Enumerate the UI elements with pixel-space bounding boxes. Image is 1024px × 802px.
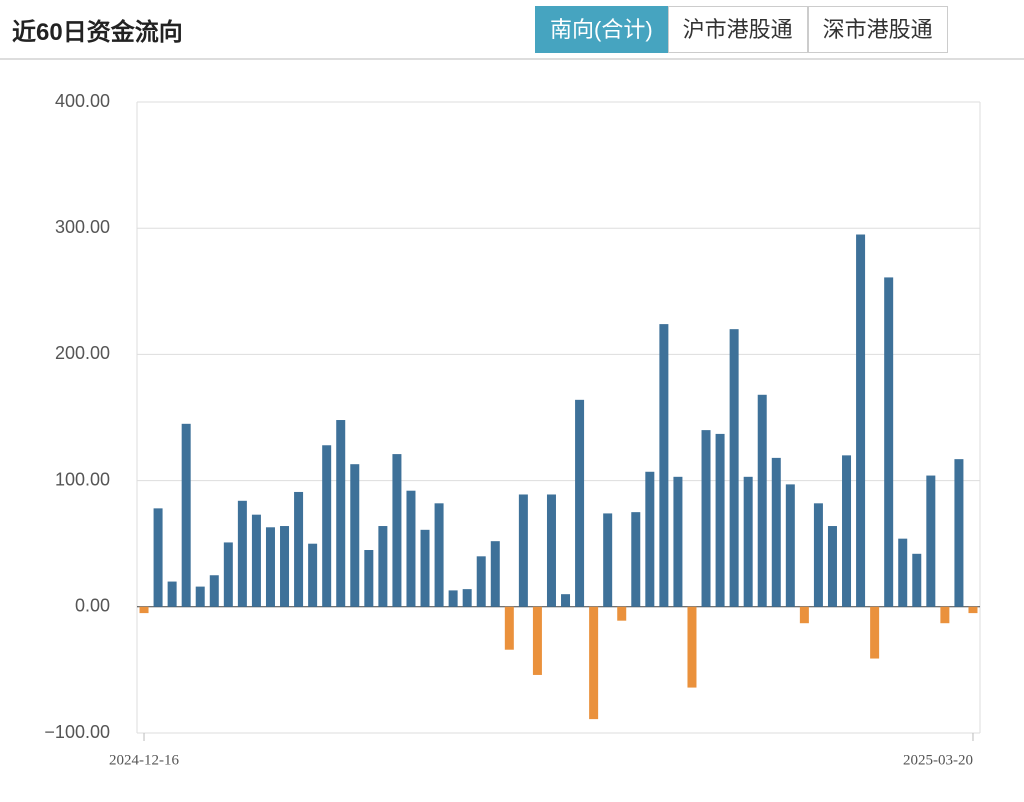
bar [181, 423, 191, 607]
bar [575, 399, 585, 607]
bar [153, 508, 163, 607]
bar [546, 494, 556, 607]
y-tick-label: 200.00 [55, 343, 110, 363]
bar [687, 606, 697, 688]
bar [476, 556, 486, 607]
header: 近60日资金流向 南向(合计) 沪市港股通 深市港股通 [0, 0, 1024, 60]
bar [223, 542, 233, 607]
bar [589, 606, 599, 720]
bar [251, 514, 261, 607]
y-tick-label: −100.00 [44, 722, 110, 742]
tab[interactable]: 沪市港股通 [667, 6, 808, 53]
bar [771, 457, 781, 607]
bar [673, 476, 683, 607]
bar [518, 494, 528, 607]
bar [237, 500, 247, 607]
tab[interactable]: 南向(合计) [535, 6, 668, 53]
bar [350, 464, 360, 607]
bar [336, 420, 346, 607]
bar [729, 329, 739, 607]
y-tick-label: 100.00 [55, 469, 110, 489]
bar [968, 606, 978, 614]
y-tick-label: 0.00 [75, 596, 110, 616]
bar [420, 529, 430, 607]
bar [462, 589, 472, 607]
bar [167, 581, 177, 607]
bar [631, 512, 641, 607]
bar [813, 503, 823, 607]
bar [139, 606, 149, 614]
bar [308, 543, 318, 607]
bar [364, 550, 374, 607]
bar [645, 471, 655, 607]
bar [406, 490, 416, 607]
bar [490, 541, 500, 607]
bar [870, 606, 880, 659]
bar [280, 526, 290, 607]
title: 近60日资金流向 [12, 19, 183, 46]
bar [448, 590, 458, 607]
bar [757, 394, 767, 607]
tabs: 南向(合计) 沪市港股通 深市港股通 [535, 6, 948, 53]
bar [434, 503, 444, 607]
bar [322, 445, 332, 607]
bar [827, 526, 837, 607]
x-tick-label: 2024-12-16 [109, 752, 179, 768]
bar [856, 234, 866, 607]
y-tick-label: 400.00 [55, 91, 110, 111]
bar [265, 527, 275, 607]
bar [195, 586, 205, 607]
bar [294, 491, 304, 607]
bar [926, 475, 936, 607]
bar [603, 513, 613, 607]
bar [842, 455, 852, 607]
bar [209, 575, 219, 607]
bar [799, 606, 809, 624]
bar [617, 606, 627, 621]
tab[interactable]: 深市港股通 [807, 6, 948, 53]
bar [532, 606, 542, 675]
bar [392, 454, 402, 607]
chart: −100.00 0.00 100.00 200.00 300.00 400.00 2024-… [44, 91, 981, 768]
bar [715, 433, 725, 607]
y-tick-label: 300.00 [55, 217, 110, 237]
bar [743, 476, 753, 607]
bar [504, 606, 514, 650]
bar [561, 594, 571, 607]
bar [912, 553, 922, 607]
bar [898, 538, 908, 607]
bar [659, 324, 669, 607]
bar [884, 277, 894, 607]
bar [785, 484, 795, 607]
x-tick-label: 2025-03-20 [903, 752, 973, 768]
bar [940, 606, 950, 624]
bar [378, 526, 388, 607]
bar [954, 459, 964, 607]
bar [701, 430, 711, 607]
